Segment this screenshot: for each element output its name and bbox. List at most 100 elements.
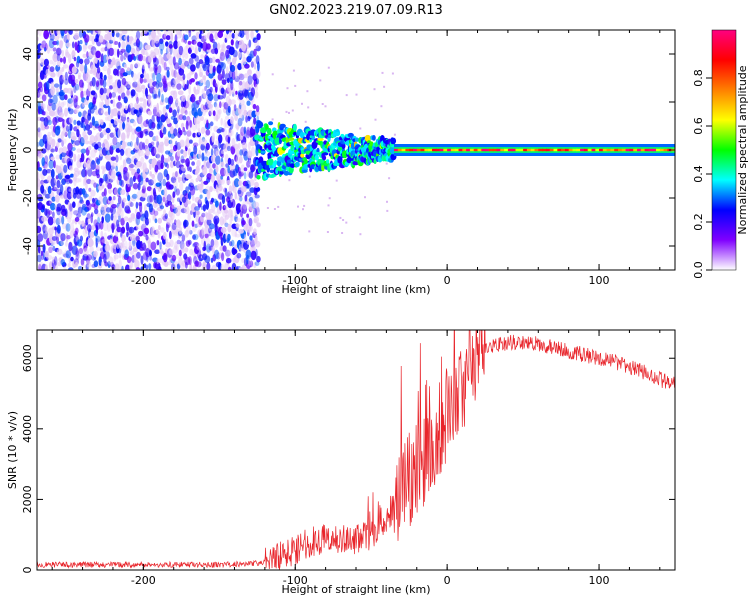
spectrogram-cell-647 (96, 213, 102, 218)
spectrogram-cell-1171 (145, 119, 149, 125)
spectrogram-cell-1827 (210, 239, 215, 248)
spectrogram-cell-1003 (129, 177, 134, 187)
spectrogram-cell-423 (76, 213, 82, 218)
spectrogram-cell-884 (117, 108, 122, 116)
spectrogram-cell-590 (91, 159, 95, 165)
spectrogram-cell-1159 (144, 210, 149, 220)
spectrogram-cell-593 (89, 135, 96, 144)
spectrogram-cell-1230 (151, 158, 157, 167)
carrier-cell-2927 (492, 148, 498, 152)
spectrogram-cell-1178 (147, 61, 151, 69)
spectrogram-cell-911 (120, 148, 125, 156)
spectrogram-cell-1523 (178, 114, 184, 121)
spectrogram-cell-1289 (156, 194, 163, 205)
spectrogram-cell-1904 (215, 140, 219, 145)
spectrogram-cell-1241 (152, 72, 156, 81)
spectrogram-cell-1742 (201, 152, 205, 162)
spectrogram-cell-1018 (130, 63, 134, 71)
spectrogram-speck-45 (364, 196, 366, 199)
spectrogram-cell-1340 (160, 48, 163, 55)
spectrogram-cell-984 (126, 81, 132, 89)
spectrogram-cell-486 (81, 220, 85, 227)
spectrogram-cell-627 (93, 120, 99, 127)
spectrogram-speck-26 (321, 103, 324, 105)
carrier-cell-2901 (394, 148, 399, 152)
spectrogram-cell-1320 (159, 205, 165, 210)
snr-ytick-label-6000: 6000 (21, 344, 34, 372)
spectrogram-cell-477 (79, 39, 83, 45)
spectrogram-cell-1963 (220, 179, 225, 185)
spectrogram-cell-1773 (203, 159, 207, 169)
spectrogram-speck-17 (326, 231, 329, 233)
spectrogram-cell-933 (125, 221, 130, 232)
spectrogram-cell-2103 (235, 90, 238, 95)
spectrogram-cell-78 (41, 157, 45, 167)
spectrogram-cell-1877 (213, 101, 217, 108)
carrier-cell-2909 (424, 148, 430, 152)
spectrogram-cell-886 (117, 95, 121, 101)
spectrogram-cell-0 (38, 263, 42, 270)
carrier-cell-2925 (485, 148, 491, 152)
spectrogram-speck-51 (383, 85, 386, 88)
spectrogram-cell-678 (101, 216, 104, 224)
spectrogram-cell-1284 (157, 230, 161, 239)
spectrogram-cell-1623 (188, 84, 191, 95)
spectrogram-band-2365 (260, 150, 266, 154)
spectrogram-cell-1119 (142, 30, 145, 31)
spectrogram-cell-1509 (178, 226, 183, 235)
spectrogram-cell-800 (111, 264, 116, 270)
spectrogram-cell-1345 (162, 252, 168, 263)
spectrogram-cell-750 (105, 154, 112, 161)
spectrogram-cell-852 (117, 110, 121, 120)
spectrogram-cell-250 (56, 59, 61, 68)
spectrogram-cell-195 (56, 235, 59, 245)
spectrogram-cell-860 (117, 48, 120, 58)
spectrogram-cell-275 (62, 118, 65, 129)
spectrogram-cell-269 (59, 163, 65, 174)
carrier-cell-2957 (606, 148, 612, 152)
spectrogram-cell-126 (43, 30, 50, 40)
spectrogram-speck-54 (393, 133, 396, 136)
spectrogram-cell-1491 (177, 113, 180, 122)
spectrogram-cell-1709 (196, 159, 201, 167)
spectrogram-cell-322 (65, 250, 72, 259)
spectrogram-cell-732 (104, 46, 108, 52)
spectrogram-cell-1005 (129, 164, 135, 168)
spectrogram-cell-1341 (159, 41, 165, 51)
spectrogram-cell-1020 (130, 47, 136, 54)
spectrogram-cell-1358 (163, 158, 169, 163)
spectrogram-cell-1360 (164, 138, 170, 147)
spectrogram-cell-422 (74, 217, 80, 222)
spectrogram-cell-906 (120, 189, 126, 196)
spectrogram-cell-561 (87, 129, 93, 136)
spectrogram-cell-1385 (166, 194, 172, 203)
spectrogram-cell-948 (123, 107, 129, 114)
spectrogram-cell-1668 (192, 233, 199, 241)
spectrogram-cell-1949 (220, 44, 224, 49)
spectrogram-cell-1478 (176, 219, 181, 229)
spectrogram-cell-181 (51, 102, 57, 111)
spectrogram-cell-1834 (209, 186, 213, 193)
spectrogram-cell-865 (118, 252, 122, 259)
spectrogram-cell-1619 (189, 120, 193, 128)
spectrogram-cell-441 (78, 75, 81, 80)
spectrogram-cell-1250 (154, 249, 161, 254)
spectrogram-cell-1087 (139, 30, 141, 31)
spectrogram-cell-297 (63, 190, 68, 200)
spectrogram-cell-499 (81, 116, 85, 123)
spectrogram-band-2745 (352, 160, 360, 166)
spectrogram-cell-1046 (135, 92, 138, 102)
spectrogram-band-2810 (369, 141, 374, 147)
spectrogram-cell-1986 (225, 249, 231, 257)
spectrogram-cell-70 (41, 216, 47, 222)
spectrogram-cell-2159 (239, 149, 243, 156)
spectrogram-cell-2333 (254, 39, 260, 49)
spectrogram-cell-1317 (159, 227, 165, 233)
spectrogram-cell-1989 (224, 222, 229, 228)
spectrogram-cell-697 (99, 72, 103, 80)
spectrogram-cell-1455 (173, 144, 178, 152)
spectrogram-band-2413 (273, 160, 278, 166)
spectrogram-cell-1804 (206, 173, 213, 180)
carrier-cell-2902 (397, 148, 403, 152)
spectrogram-cell-1280 (158, 266, 162, 270)
